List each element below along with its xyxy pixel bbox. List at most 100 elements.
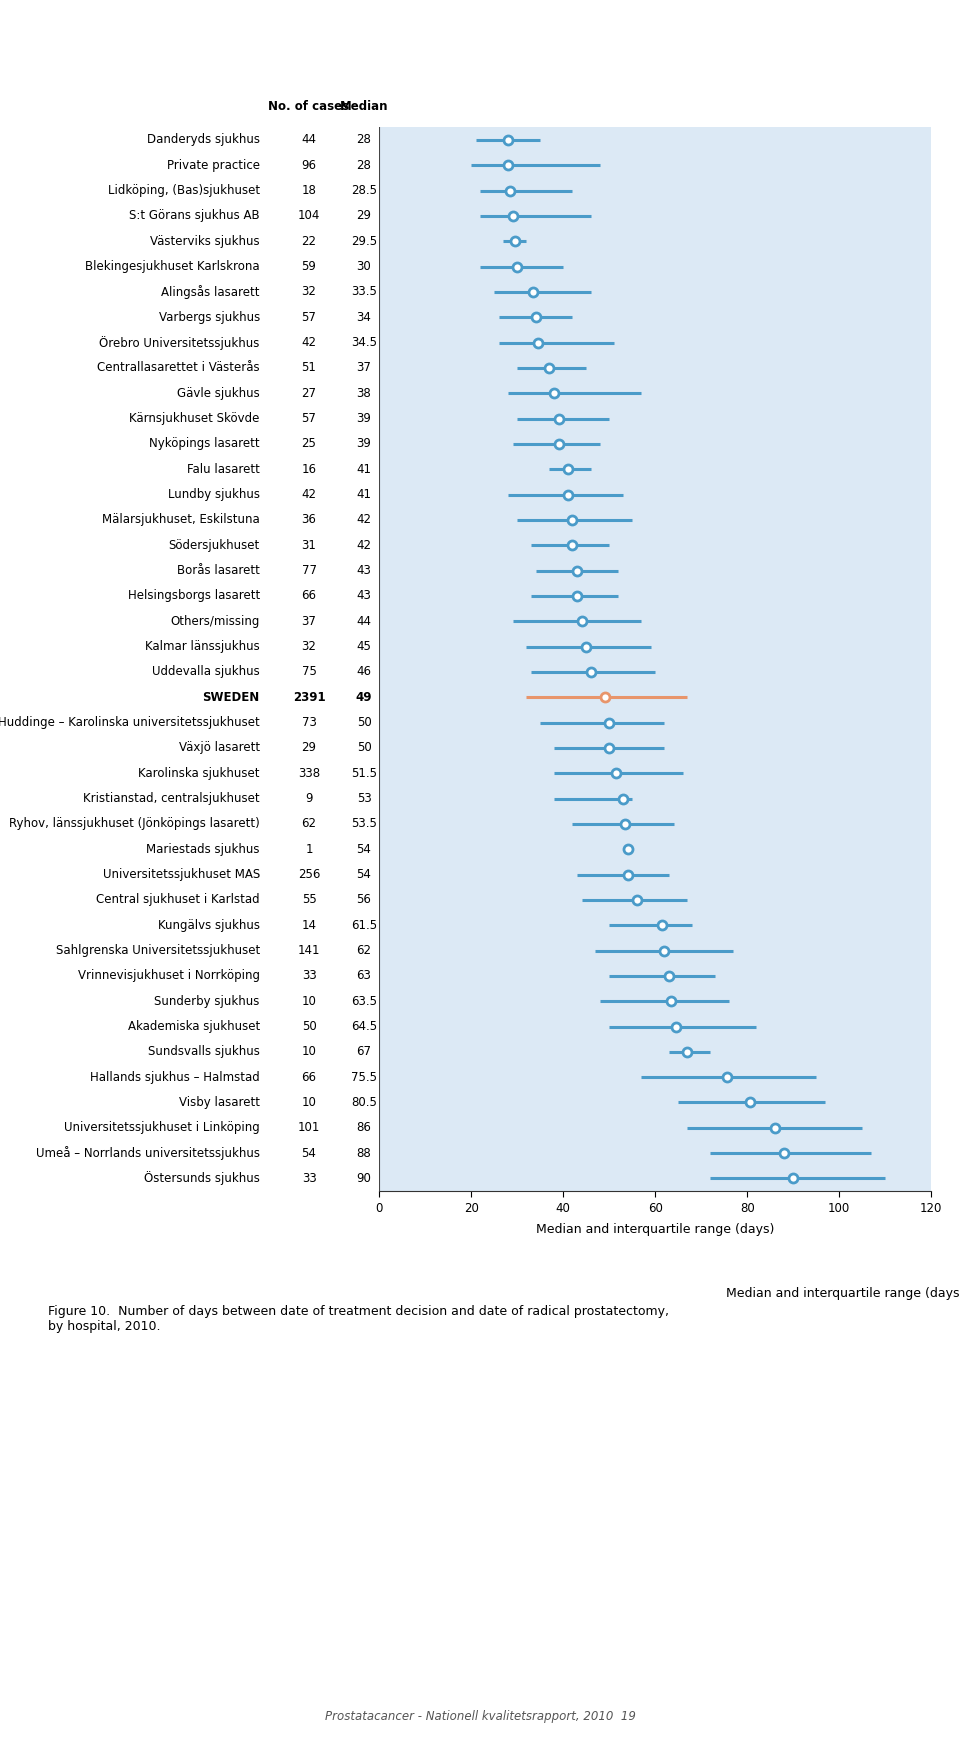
- Text: Södersjukhuset: Södersjukhuset: [169, 539, 260, 551]
- Text: 53: 53: [357, 792, 372, 806]
- Text: Västerviks sjukhus: Västerviks sjukhus: [150, 235, 260, 248]
- Text: 90: 90: [356, 1172, 372, 1184]
- Text: 42: 42: [301, 337, 317, 349]
- Text: Prostatacancer - Nationell kvalitetsrapport, 2010  19: Prostatacancer - Nationell kvalitetsrapp…: [324, 1711, 636, 1723]
- Text: 36: 36: [301, 513, 317, 527]
- Text: 54: 54: [301, 1146, 317, 1160]
- Text: 56: 56: [356, 893, 372, 907]
- Text: Huddinge – Karolinska universitetssjukhuset: Huddinge – Karolinska universitetssjukhu…: [0, 717, 260, 729]
- Text: Blekingesjukhuset Karlskrona: Blekingesjukhuset Karlskrona: [85, 260, 260, 274]
- Text: 42: 42: [356, 539, 372, 551]
- Text: 28: 28: [356, 134, 372, 146]
- Text: 43: 43: [356, 589, 372, 602]
- Text: 16: 16: [301, 462, 317, 476]
- Text: 66: 66: [301, 589, 317, 602]
- Text: 29: 29: [301, 741, 317, 755]
- Text: 34: 34: [356, 310, 372, 324]
- Text: Kristianstad, centralsjukhuset: Kristianstad, centralsjukhuset: [84, 792, 260, 806]
- Text: 51.5: 51.5: [351, 767, 377, 780]
- Text: 41: 41: [356, 488, 372, 501]
- Text: 44: 44: [356, 614, 372, 628]
- Text: S:t Görans sjukhus AB: S:t Görans sjukhus AB: [130, 209, 260, 223]
- Text: Universitetssjukhuset i Linköping: Universitetssjukhuset i Linköping: [64, 1121, 260, 1134]
- Text: Växjö lasarett: Växjö lasarett: [179, 741, 260, 755]
- Text: Private practice: Private practice: [167, 159, 260, 173]
- Text: 37: 37: [356, 361, 372, 375]
- Text: 32: 32: [301, 640, 317, 652]
- Text: 25: 25: [301, 438, 317, 450]
- Text: Universitetssjukhuset MAS: Universitetssjukhuset MAS: [103, 869, 260, 881]
- Text: Mariestads sjukhus: Mariestads sjukhus: [146, 842, 260, 856]
- Text: 44: 44: [301, 134, 317, 146]
- Text: 10: 10: [301, 1045, 317, 1059]
- Text: Umeå – Norrlands universitetssjukhus: Umeå – Norrlands universitetssjukhus: [36, 1146, 260, 1160]
- Text: 27: 27: [301, 387, 317, 399]
- Text: 62: 62: [301, 818, 317, 830]
- Text: Falu lasarett: Falu lasarett: [187, 462, 260, 476]
- Text: 45: 45: [356, 640, 372, 652]
- Text: Sundsvalls sjukhus: Sundsvalls sjukhus: [148, 1045, 260, 1059]
- Text: 50: 50: [357, 717, 372, 729]
- Text: Nyköpings lasarett: Nyköpings lasarett: [149, 438, 260, 450]
- Text: 57: 57: [301, 412, 317, 426]
- Text: Varbergs sjukhus: Varbergs sjukhus: [158, 310, 260, 324]
- Text: Median: Median: [340, 99, 388, 113]
- Text: 33: 33: [301, 970, 317, 982]
- Text: 34.5: 34.5: [351, 337, 377, 349]
- Text: Vrinnevisjukhuset i Norrköping: Vrinnevisjukhuset i Norrköping: [78, 970, 260, 982]
- Text: 338: 338: [298, 767, 320, 780]
- Text: 88: 88: [357, 1146, 372, 1160]
- Text: No. of cases: No. of cases: [269, 99, 349, 113]
- Text: Uddevalla sjukhus: Uddevalla sjukhus: [152, 666, 260, 678]
- Text: 33: 33: [301, 1172, 317, 1184]
- Text: 59: 59: [301, 260, 317, 274]
- Text: 57: 57: [301, 310, 317, 324]
- Text: Hallands sjukhus – Halmstad: Hallands sjukhus – Halmstad: [90, 1071, 260, 1083]
- Text: Kungälvs sjukhus: Kungälvs sjukhus: [157, 919, 260, 931]
- Text: 9: 9: [305, 792, 313, 806]
- Text: 54: 54: [356, 869, 372, 881]
- Text: 77: 77: [301, 563, 317, 577]
- Text: Kärnsjukhuset Skövde: Kärnsjukhuset Skövde: [130, 412, 260, 426]
- Text: Lundby sjukhus: Lundby sjukhus: [168, 488, 260, 501]
- X-axis label: Median and interquartile range (days): Median and interquartile range (days): [536, 1223, 775, 1236]
- Text: 54: 54: [356, 842, 372, 856]
- Text: 2391: 2391: [293, 691, 325, 705]
- Text: 28: 28: [356, 159, 372, 173]
- Text: 86: 86: [356, 1121, 372, 1134]
- Text: 80.5: 80.5: [351, 1095, 377, 1109]
- Text: 64.5: 64.5: [351, 1020, 377, 1032]
- Text: SWEDEN: SWEDEN: [203, 691, 260, 705]
- Text: 10: 10: [301, 994, 317, 1008]
- Text: Median and interquartile range (days): Median and interquartile range (days): [726, 1287, 960, 1299]
- Text: 75: 75: [301, 666, 317, 678]
- Text: 42: 42: [301, 488, 317, 501]
- Text: 63: 63: [356, 970, 372, 982]
- Text: Danderyds sjukhus: Danderyds sjukhus: [147, 134, 260, 146]
- Text: 66: 66: [301, 1071, 317, 1083]
- Text: 53.5: 53.5: [351, 818, 377, 830]
- Text: Borås lasarett: Borås lasarett: [177, 563, 260, 577]
- Text: Lidköping, (Bas)sjukhuset: Lidköping, (Bas)sjukhuset: [108, 185, 260, 197]
- Text: Mälarsjukhuset, Eskilstuna: Mälarsjukhuset, Eskilstuna: [102, 513, 260, 527]
- Text: Karolinska sjukhuset: Karolinska sjukhuset: [138, 767, 260, 780]
- Text: Östersunds sjukhus: Östersunds sjukhus: [144, 1172, 260, 1186]
- Text: Alingsås lasarett: Alingsås lasarett: [161, 284, 260, 298]
- Text: 29: 29: [356, 209, 372, 223]
- Text: 31: 31: [301, 539, 317, 551]
- Text: 1: 1: [305, 842, 313, 856]
- Text: Akademiska sjukhuset: Akademiska sjukhuset: [128, 1020, 260, 1032]
- Text: 49: 49: [356, 691, 372, 705]
- Text: Figure 10.  Number of days between date of treatment decision and date of radica: Figure 10. Number of days between date o…: [48, 1305, 669, 1332]
- Text: Visby lasarett: Visby lasarett: [179, 1095, 260, 1109]
- Text: 10: 10: [301, 1095, 317, 1109]
- Text: 63.5: 63.5: [351, 994, 377, 1008]
- Text: 50: 50: [301, 1020, 317, 1032]
- Text: 30: 30: [357, 260, 372, 274]
- Text: 96: 96: [301, 159, 317, 173]
- Text: 73: 73: [301, 717, 317, 729]
- Text: Sunderby sjukhus: Sunderby sjukhus: [155, 994, 260, 1008]
- Text: 256: 256: [298, 869, 321, 881]
- Text: 28.5: 28.5: [351, 185, 377, 197]
- Text: 50: 50: [357, 741, 372, 755]
